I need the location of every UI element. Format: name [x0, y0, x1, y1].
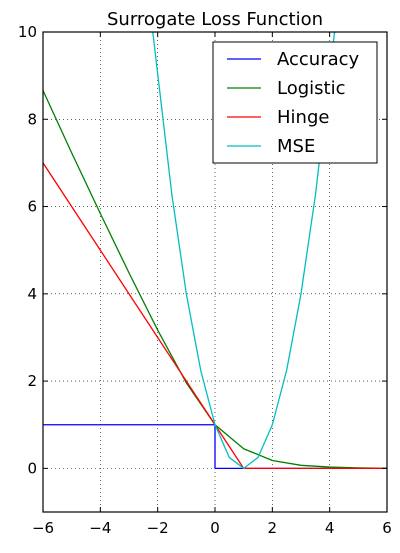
y-tick-label: 4: [27, 285, 37, 303]
legend-item-mse: MSE: [227, 136, 315, 157]
legend-box: [212, 41, 378, 164]
x-tick-label: 6: [382, 519, 392, 537]
legend-label: Accuracy: [277, 49, 360, 70]
legend: Accuracy Logistic Hinge MSE: [212, 41, 378, 164]
series-lines: [43, 32, 387, 470]
chart-title: Surrogate Loss Function: [107, 9, 323, 30]
y-tick-label: 8: [27, 110, 37, 128]
legend-label: MSE: [277, 136, 315, 157]
y-tick-label: 0: [27, 459, 37, 477]
y-tick-label: 10: [18, 23, 37, 41]
plot-area: −6 −4 −2 0 2 4 6 0 2 4 6 8 10 Accuracy Logistic Hinge MS…: [18, 23, 392, 537]
x-tick-label: 2: [268, 519, 278, 537]
legend-item-logistic: Logistic: [227, 78, 345, 99]
x-tick-label: −2: [147, 519, 169, 537]
y-tick-label: 6: [27, 198, 37, 216]
legend-label: Hinge: [277, 107, 329, 128]
x-tick-label: −4: [89, 519, 111, 537]
x-tick-label: −6: [32, 519, 54, 537]
series-line-mse: [152, 32, 336, 470]
x-tick-label: 0: [210, 519, 220, 537]
legend-item-hinge: Hinge: [227, 107, 329, 128]
y-tick-label: 2: [27, 372, 37, 390]
legend-label: Logistic: [277, 78, 345, 99]
legend-item-accuracy: Accuracy: [227, 49, 360, 70]
x-tick-label: 4: [325, 519, 335, 537]
